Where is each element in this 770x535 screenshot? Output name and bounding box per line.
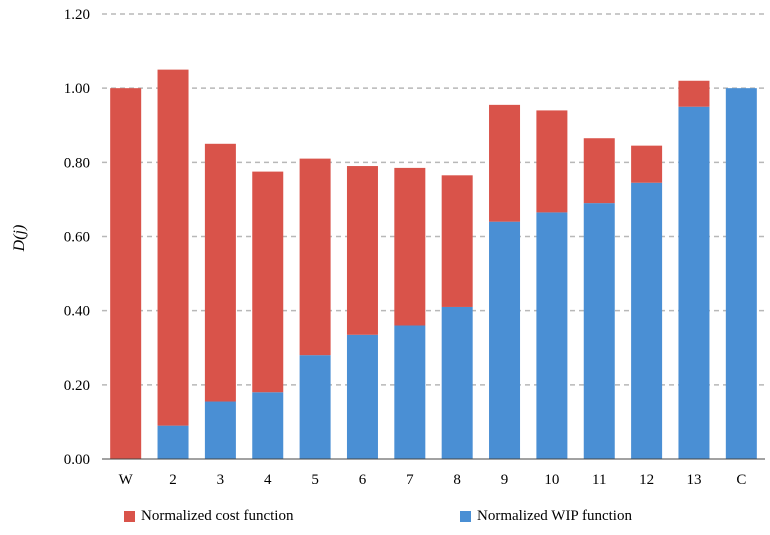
cost-bar-8 [441, 175, 473, 307]
cost-bar-W [110, 88, 142, 460]
legend-cost: Normalized cost function [124, 508, 293, 525]
legend-wip-swatch [460, 511, 471, 522]
wip-bar-10 [536, 212, 568, 459]
wip-bar-3 [204, 401, 236, 459]
wip-bar-2 [157, 425, 189, 459]
wip-bar-13 [678, 106, 710, 459]
x-tick-label: 11 [592, 472, 606, 488]
x-tick-label: 2 [169, 472, 177, 488]
x-tick-label: 3 [217, 472, 225, 488]
y-tick-label: 0.00 [64, 452, 90, 468]
wip-bar-12 [631, 182, 663, 459]
wip-bar-8 [441, 306, 473, 459]
cost-bar-11 [583, 138, 615, 204]
y-tick-labels: 0.00 0.20 0.40 0.60 0.80 1.00 1.20 [64, 7, 90, 468]
wip-bar-11 [583, 203, 615, 459]
y-tick-label: 0.60 [64, 230, 90, 246]
wip-bar-6 [346, 334, 378, 459]
cost-bar-3 [204, 143, 236, 402]
cost-bar-5 [299, 158, 331, 356]
cost-bar-7 [394, 167, 426, 326]
x-tick-label: 13 [686, 472, 701, 488]
stacked-bar-chart: 0.00 0.20 0.40 0.60 0.80 1.00 1.20 W 2 3 4 5 6 7 8 9 10… [11, 7, 765, 488]
x-tick-label: 5 [311, 472, 319, 488]
x-tick-labels: W 2 3 4 5 6 7 8 9 10 11 12 13 C [119, 472, 747, 488]
x-tick-label: 7 [406, 472, 414, 488]
wip-bar-7 [394, 325, 426, 459]
cost-bar-2 [157, 69, 189, 426]
y-tick-label: 1.20 [64, 7, 90, 23]
cost-bar-13 [678, 80, 710, 107]
wip-bar-5 [299, 355, 331, 459]
gridlines [102, 13, 765, 386]
x-tick-label: 12 [639, 472, 654, 488]
wip-bar-C [725, 88, 757, 460]
cost-bar-9 [489, 104, 521, 222]
cost-bar-12 [631, 145, 663, 183]
wip-bar-9 [489, 221, 521, 459]
x-tick-label: 10 [544, 472, 559, 488]
legend-wip: Normalized WIP function [460, 508, 632, 525]
y-tick-label: 0.20 [64, 378, 90, 394]
legend-cost-swatch [124, 511, 135, 522]
cost-bar-4 [252, 171, 284, 393]
y-axis-label: D(j) [11, 225, 28, 253]
cost-bar-10 [536, 110, 568, 213]
x-tick-label: 4 [264, 472, 272, 488]
legend-wip-label: Normalized WIP function [477, 508, 632, 524]
bars [110, 69, 757, 460]
y-tick-label: 0.80 [64, 155, 90, 171]
x-tick-label: 9 [501, 472, 509, 488]
y-tick-label: 0.40 [64, 304, 90, 320]
x-tick-label: 6 [359, 472, 367, 488]
cost-bar-6 [346, 166, 378, 335]
x-tick-label: W [119, 472, 134, 488]
x-tick-label: 8 [453, 472, 461, 488]
legend-cost-label: Normalized cost function [141, 508, 294, 524]
wip-bar-4 [252, 392, 284, 459]
y-tick-label: 1.00 [64, 81, 90, 97]
x-tick-label: C [736, 472, 746, 488]
